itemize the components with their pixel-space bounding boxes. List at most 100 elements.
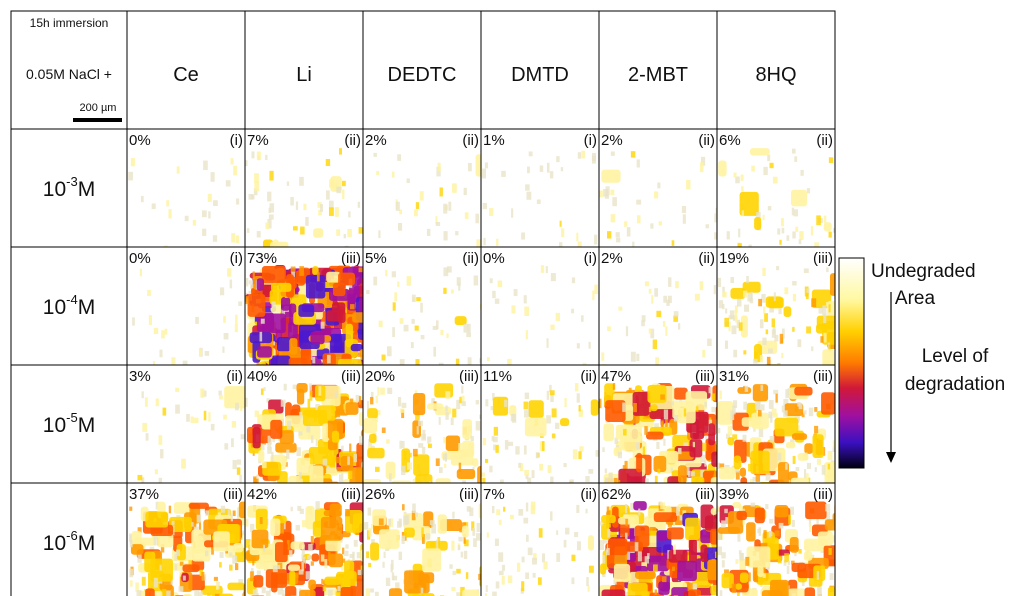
degradation-spot <box>577 241 582 247</box>
degradation-spot <box>785 389 790 399</box>
degradation-spot <box>373 276 378 286</box>
degradation-spot <box>261 461 267 469</box>
degradation-spot <box>310 561 314 566</box>
row-label-exponent: -5 <box>66 410 78 425</box>
degradation-spot <box>275 442 297 453</box>
degradation-spot <box>636 452 643 473</box>
degradation-spot <box>747 292 753 302</box>
degradation-spot <box>793 209 799 217</box>
degradation-spot <box>367 408 378 419</box>
degradation-spot <box>636 440 640 450</box>
degradation-spot <box>546 390 550 400</box>
degradation-spot <box>690 471 695 477</box>
degradation-spot <box>229 279 233 289</box>
degradation-spot <box>281 364 296 365</box>
degradation-spot <box>536 199 541 204</box>
degradation-spot <box>645 478 649 483</box>
degradation-spot <box>717 506 721 512</box>
degradation-spot <box>533 553 537 561</box>
degradation-spot <box>333 334 342 358</box>
degradation-spot <box>630 502 635 511</box>
degradation-spot <box>141 391 144 399</box>
degradation-spot <box>662 576 667 583</box>
degradation-spot <box>727 426 732 436</box>
degradation-spot <box>259 517 263 524</box>
degradation-spot <box>440 329 444 336</box>
degradation-spot <box>829 573 834 581</box>
degradation-spot <box>732 405 736 415</box>
degradation-spot <box>594 234 598 245</box>
degradation-spot <box>636 215 641 224</box>
degradation-spot <box>129 539 133 548</box>
degradation-spot <box>446 266 452 273</box>
degradation-spot <box>794 386 813 396</box>
degradation-spot <box>551 433 556 439</box>
degradation-spot <box>493 426 499 436</box>
degradation-spot <box>300 226 305 235</box>
degradation-spot <box>576 541 581 551</box>
degradation-spot <box>370 396 374 405</box>
degradation-spot <box>338 272 356 286</box>
degradation-spot <box>224 443 229 450</box>
degradation-spot <box>708 423 715 446</box>
degradation-spot <box>576 393 580 403</box>
degradation-spot <box>159 349 163 358</box>
degradation-spot <box>563 539 567 548</box>
degradation-spot <box>431 398 435 405</box>
degradation-spot <box>406 276 412 286</box>
degradation-spot <box>571 308 575 314</box>
degradation-spot <box>232 555 238 564</box>
degradation-spot <box>636 353 640 361</box>
degradation-spot <box>300 348 311 356</box>
degradation-spot <box>673 387 688 400</box>
degradation-spot <box>360 429 363 438</box>
degradation-spot <box>781 352 784 359</box>
degradation-spot <box>374 591 379 596</box>
degradation-spot <box>144 551 156 573</box>
degradation-spot <box>236 459 242 465</box>
degradation-spot <box>378 518 384 526</box>
degradation-spot <box>359 435 363 445</box>
degradation-spot <box>501 170 506 177</box>
degradation-spot <box>521 581 525 592</box>
degradation-spot <box>795 226 799 232</box>
degradation-spot <box>462 419 472 439</box>
degradation-spot <box>280 297 291 311</box>
degradation-spot <box>381 354 386 361</box>
degradation-spot <box>170 580 174 585</box>
degradation-spot <box>679 515 684 521</box>
degradation-spot <box>576 232 579 242</box>
degradation-spot <box>757 565 764 578</box>
degradation-spot <box>288 321 298 339</box>
degradation-spot <box>179 561 184 566</box>
degradation-spot <box>833 535 835 543</box>
image-grade: (i) <box>230 132 243 149</box>
degradation-spot <box>788 588 807 596</box>
degradation-spot <box>329 503 342 517</box>
degradation-spot <box>205 550 209 557</box>
degradation-spot <box>524 417 547 437</box>
micrograph <box>129 501 245 596</box>
degradation-spot <box>403 451 407 460</box>
degradation-spot <box>467 162 472 172</box>
degradation-spot <box>805 292 809 300</box>
degradation-spot <box>332 302 346 313</box>
degradation-spot <box>799 231 804 240</box>
degradation-spot <box>208 412 211 422</box>
degradation-spot <box>401 441 405 449</box>
degradation-spot <box>335 591 338 596</box>
degradation-spot <box>318 209 322 216</box>
degradation-spot <box>461 385 464 394</box>
degradation-spot <box>576 343 580 349</box>
degradation-spot <box>622 402 626 412</box>
solution-label: 0.05M NaCl + <box>26 66 112 82</box>
degradation-spot <box>779 333 784 344</box>
degradation-spot <box>769 435 775 443</box>
degradation-spot <box>403 527 415 538</box>
degradation-spot <box>711 393 716 401</box>
degradation-spot <box>736 319 741 329</box>
degradation-spot <box>501 575 505 585</box>
degradation-spot <box>456 399 461 410</box>
degradation-spot <box>416 297 421 302</box>
